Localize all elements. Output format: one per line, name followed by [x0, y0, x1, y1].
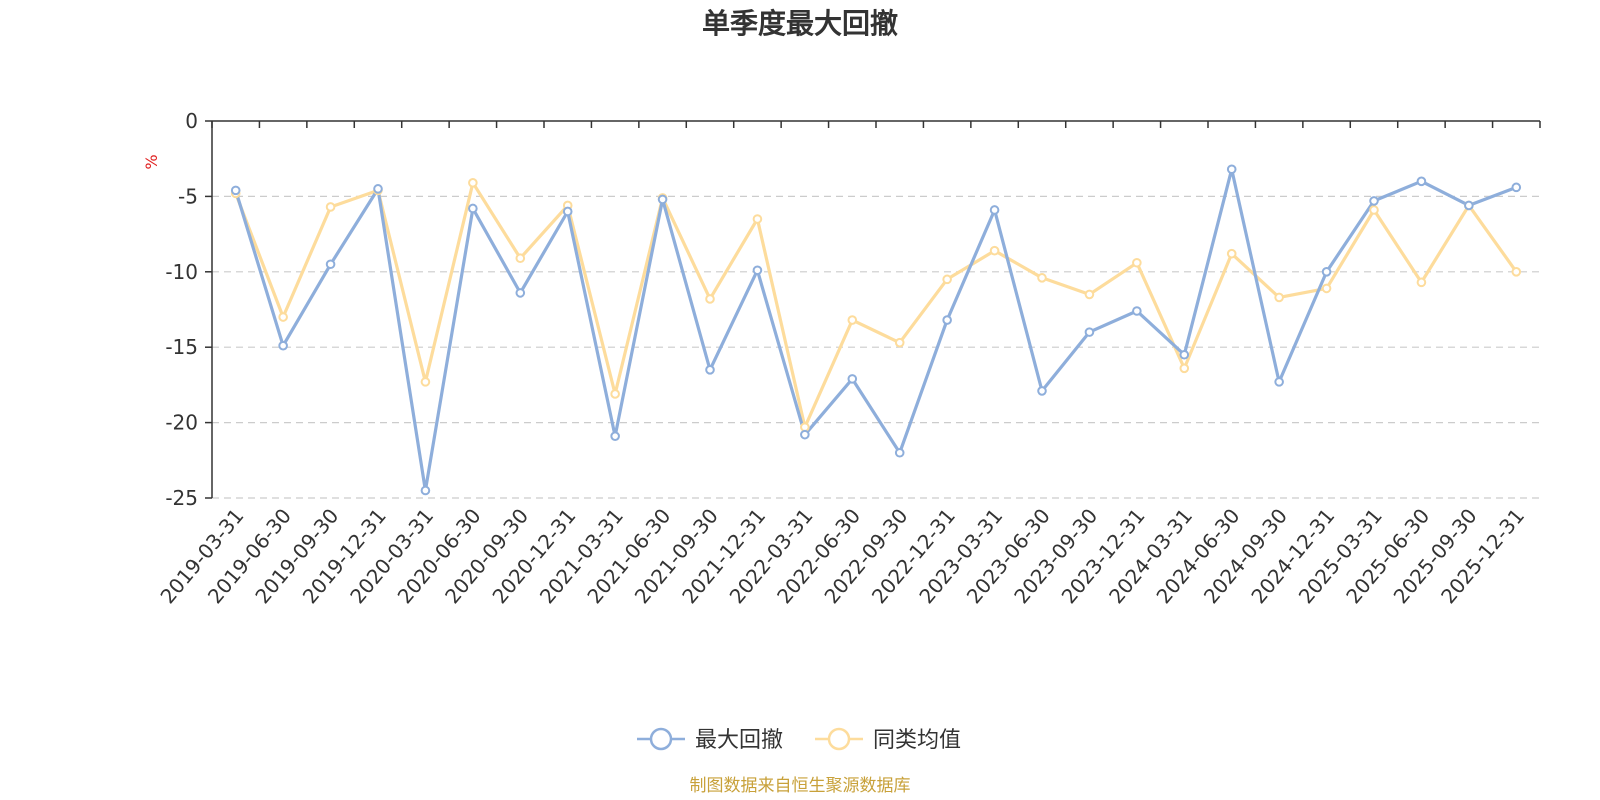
- data-point[interactable]: [1511, 267, 1522, 277]
- data-point[interactable]: [562, 206, 573, 217]
- data-point[interactable]: [1084, 327, 1095, 337]
- data-point[interactable]: [1416, 277, 1427, 288]
- data-point[interactable]: [657, 194, 668, 205]
- data-point[interactable]: [1416, 176, 1427, 187]
- data-point[interactable]: [230, 185, 241, 196]
- y-tick-label: 0: [185, 109, 198, 133]
- data-point[interactable]: [1132, 306, 1142, 316]
- y-axis-unit: %: [142, 154, 161, 169]
- y-tick-label: -25: [165, 486, 198, 510]
- source-note: 制图数据来自恒生聚源数据库: [690, 776, 911, 796]
- data-point[interactable]: [373, 184, 383, 194]
- data-point[interactable]: [800, 422, 810, 432]
- y-tick-label: -10: [165, 260, 198, 284]
- chart-title: 单季度最大回撤: [702, 7, 898, 40]
- series-line-2: [234, 181, 1518, 429]
- data-point[interactable]: [942, 274, 952, 285]
- data-point[interactable]: [989, 245, 1000, 256]
- data-point[interactable]: [515, 253, 526, 264]
- legend-label[interactable]: 同类均值: [873, 728, 961, 753]
- y-tick-label: -15: [165, 335, 198, 359]
- data-point[interactable]: [468, 203, 478, 214]
- data-point[interactable]: [847, 315, 858, 325]
- legend-marker[interactable]: [649, 727, 673, 751]
- data-point[interactable]: [1511, 182, 1522, 193]
- data-point[interactable]: [1226, 164, 1237, 175]
- series-line-1: [234, 167, 1517, 493]
- data-point[interactable]: [610, 431, 620, 441]
- data-point[interactable]: [705, 365, 715, 375]
- data-point[interactable]: [420, 485, 431, 496]
- data-point[interactable]: [420, 377, 431, 387]
- data-point[interactable]: [1037, 273, 1047, 283]
- data-point[interactable]: [1274, 292, 1284, 303]
- data-point[interactable]: [1321, 283, 1332, 294]
- data-point[interactable]: [942, 315, 952, 325]
- legend-label[interactable]: 最大回撤: [695, 728, 783, 753]
- data-point[interactable]: [1369, 196, 1379, 206]
- data-point[interactable]: [1179, 363, 1190, 374]
- data-point[interactable]: [325, 259, 336, 270]
- x-tick-labels: 2019-03-312019-06-302019-09-302019-12-31…: [155, 504, 1529, 608]
- data-point[interactable]: [515, 288, 526, 298]
- data-point[interactable]: [1132, 257, 1142, 268]
- y-tick-label: -5: [178, 184, 198, 208]
- data-point[interactable]: [752, 214, 763, 224]
- legend-marker[interactable]: [827, 727, 851, 751]
- data-point[interactable]: [894, 447, 905, 458]
- data-point[interactable]: [752, 265, 763, 276]
- axes: [205, 120, 1541, 499]
- data-point[interactable]: [1274, 377, 1284, 387]
- data-point[interactable]: [1179, 349, 1190, 360]
- data-point[interactable]: [1226, 248, 1237, 259]
- data-point[interactable]: [278, 340, 288, 351]
- data-point[interactable]: [610, 389, 620, 399]
- data-point[interactable]: [894, 337, 905, 348]
- legend: 最大回撤 同类均值: [637, 727, 961, 753]
- series-lines: [230, 164, 1522, 496]
- data-point[interactable]: [468, 178, 478, 188]
- grid-lines: [212, 195, 1540, 499]
- data-point[interactable]: [1037, 386, 1047, 396]
- y-tick-label: -20: [165, 411, 198, 435]
- data-point[interactable]: [800, 429, 810, 440]
- data-point[interactable]: [705, 294, 715, 304]
- data-point[interactable]: [325, 202, 336, 212]
- data-point[interactable]: [847, 374, 858, 384]
- data-point[interactable]: [278, 312, 288, 322]
- data-point[interactable]: [1464, 200, 1474, 211]
- data-point[interactable]: [1369, 205, 1379, 215]
- data-point[interactable]: [989, 205, 1000, 215]
- data-point[interactable]: [1084, 289, 1095, 300]
- data-point[interactable]: [1321, 267, 1332, 277]
- y-tick-labels: 0 -5 -10 -15 -20 -25: [165, 109, 198, 510]
